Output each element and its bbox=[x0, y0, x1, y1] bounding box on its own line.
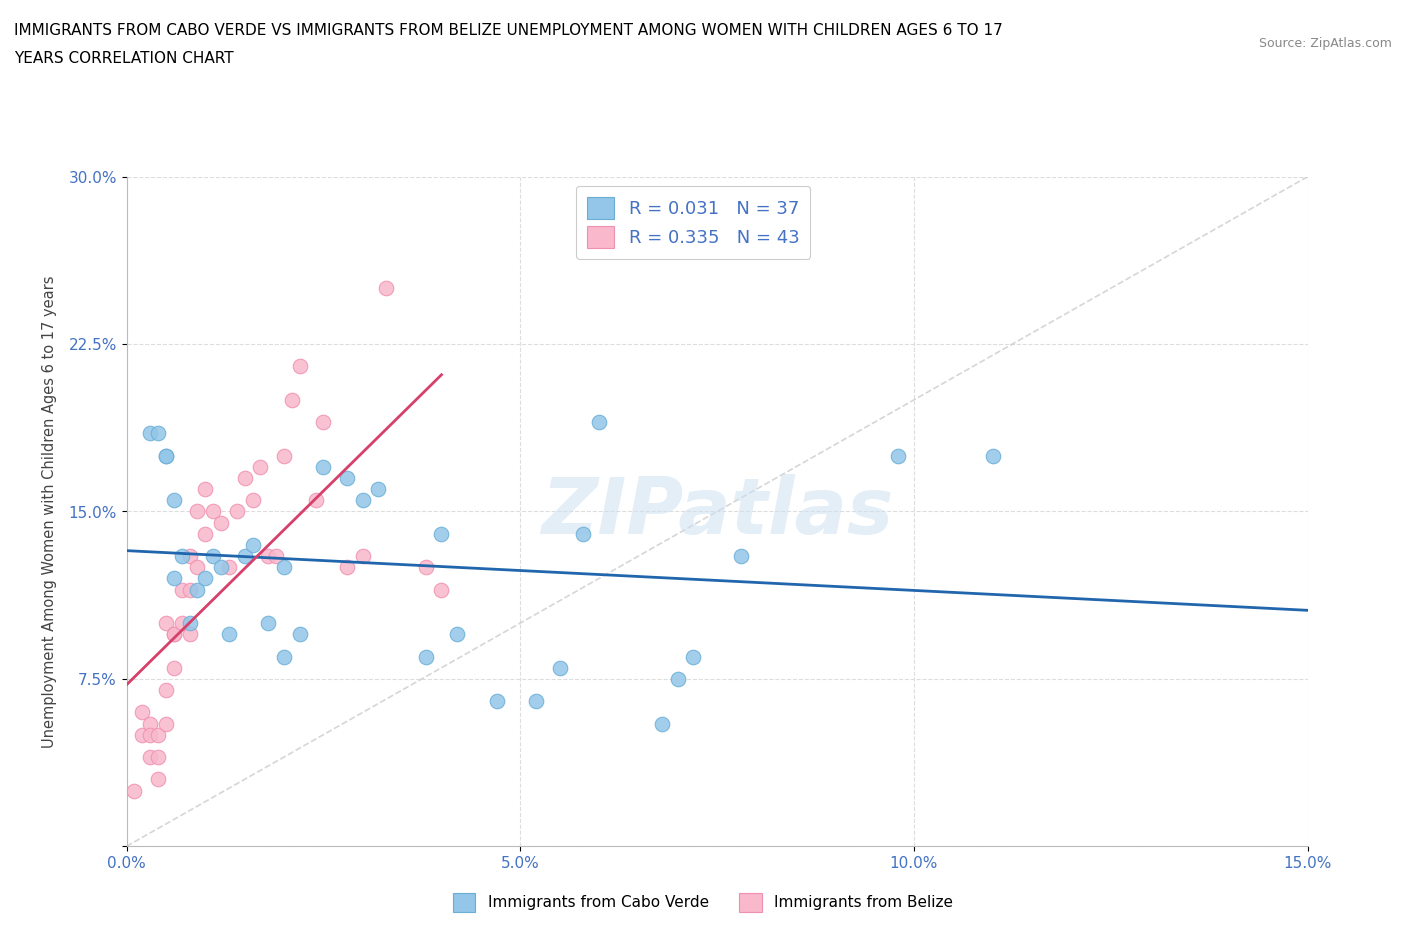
Point bbox=[312, 415, 335, 430]
Point bbox=[209, 560, 232, 575]
Point bbox=[209, 515, 232, 530]
Point bbox=[524, 694, 547, 709]
Point bbox=[179, 582, 201, 597]
Point bbox=[887, 448, 910, 463]
Point bbox=[163, 493, 186, 508]
Point bbox=[233, 471, 256, 485]
Point bbox=[273, 448, 295, 463]
Point bbox=[163, 660, 186, 675]
Point bbox=[139, 727, 162, 742]
Point bbox=[304, 493, 326, 508]
Point bbox=[163, 627, 186, 642]
Text: Source: ZipAtlas.com: Source: ZipAtlas.com bbox=[1258, 37, 1392, 50]
Point bbox=[186, 582, 208, 597]
Point bbox=[155, 716, 177, 731]
Point bbox=[242, 538, 264, 552]
Point bbox=[257, 616, 280, 631]
Point bbox=[249, 459, 271, 474]
Point bbox=[288, 627, 311, 642]
Point bbox=[415, 560, 437, 575]
Text: ZIPatlas: ZIPatlas bbox=[541, 473, 893, 550]
Point bbox=[588, 415, 610, 430]
Point bbox=[194, 482, 217, 497]
Point bbox=[146, 727, 169, 742]
Point bbox=[170, 582, 193, 597]
Point bbox=[155, 616, 177, 631]
Point bbox=[233, 549, 256, 564]
Point bbox=[186, 560, 208, 575]
Point bbox=[415, 649, 437, 664]
Point bbox=[124, 783, 146, 798]
Point bbox=[139, 750, 162, 764]
Point bbox=[218, 560, 240, 575]
Point bbox=[651, 716, 673, 731]
Point bbox=[273, 649, 295, 664]
Point bbox=[131, 727, 153, 742]
Point bbox=[336, 471, 359, 485]
Point bbox=[548, 660, 571, 675]
Legend: R = 0.031   N = 37, R = 0.335   N = 43: R = 0.031 N = 37, R = 0.335 N = 43 bbox=[576, 186, 810, 259]
Point bbox=[446, 627, 468, 642]
Point bbox=[367, 482, 389, 497]
Point bbox=[186, 504, 208, 519]
Point bbox=[163, 571, 186, 586]
Point bbox=[139, 426, 162, 441]
Point bbox=[146, 426, 169, 441]
Point bbox=[146, 750, 169, 764]
Y-axis label: Unemployment Among Women with Children Ages 6 to 17 years: Unemployment Among Women with Children A… bbox=[42, 275, 58, 748]
Legend: Immigrants from Cabo Verde, Immigrants from Belize: Immigrants from Cabo Verde, Immigrants f… bbox=[447, 887, 959, 918]
Point bbox=[202, 549, 225, 564]
Point bbox=[225, 504, 247, 519]
Point bbox=[202, 504, 225, 519]
Text: IMMIGRANTS FROM CABO VERDE VS IMMIGRANTS FROM BELIZE UNEMPLOYMENT AMONG WOMEN WI: IMMIGRANTS FROM CABO VERDE VS IMMIGRANTS… bbox=[14, 23, 1002, 38]
Point bbox=[170, 616, 193, 631]
Point bbox=[312, 459, 335, 474]
Point bbox=[336, 560, 359, 575]
Point bbox=[155, 448, 177, 463]
Point bbox=[179, 549, 201, 564]
Point bbox=[218, 627, 240, 642]
Point bbox=[981, 448, 1004, 463]
Point bbox=[352, 493, 374, 508]
Point bbox=[194, 571, 217, 586]
Point bbox=[131, 705, 153, 720]
Point bbox=[430, 582, 453, 597]
Point bbox=[155, 448, 177, 463]
Point bbox=[352, 549, 374, 564]
Point bbox=[288, 359, 311, 374]
Point bbox=[257, 549, 280, 564]
Point bbox=[273, 560, 295, 575]
Point bbox=[146, 772, 169, 787]
Point bbox=[666, 671, 689, 686]
Text: YEARS CORRELATION CHART: YEARS CORRELATION CHART bbox=[14, 51, 233, 66]
Point bbox=[281, 392, 304, 407]
Point bbox=[242, 493, 264, 508]
Point bbox=[139, 716, 162, 731]
Point bbox=[155, 683, 177, 698]
Point bbox=[179, 627, 201, 642]
Point bbox=[730, 549, 752, 564]
Point bbox=[194, 526, 217, 541]
Point bbox=[430, 526, 453, 541]
Point bbox=[264, 549, 287, 564]
Point bbox=[179, 616, 201, 631]
Point bbox=[170, 549, 193, 564]
Point bbox=[163, 627, 186, 642]
Point bbox=[682, 649, 704, 664]
Point bbox=[375, 281, 398, 296]
Point bbox=[572, 526, 595, 541]
Point bbox=[485, 694, 508, 709]
